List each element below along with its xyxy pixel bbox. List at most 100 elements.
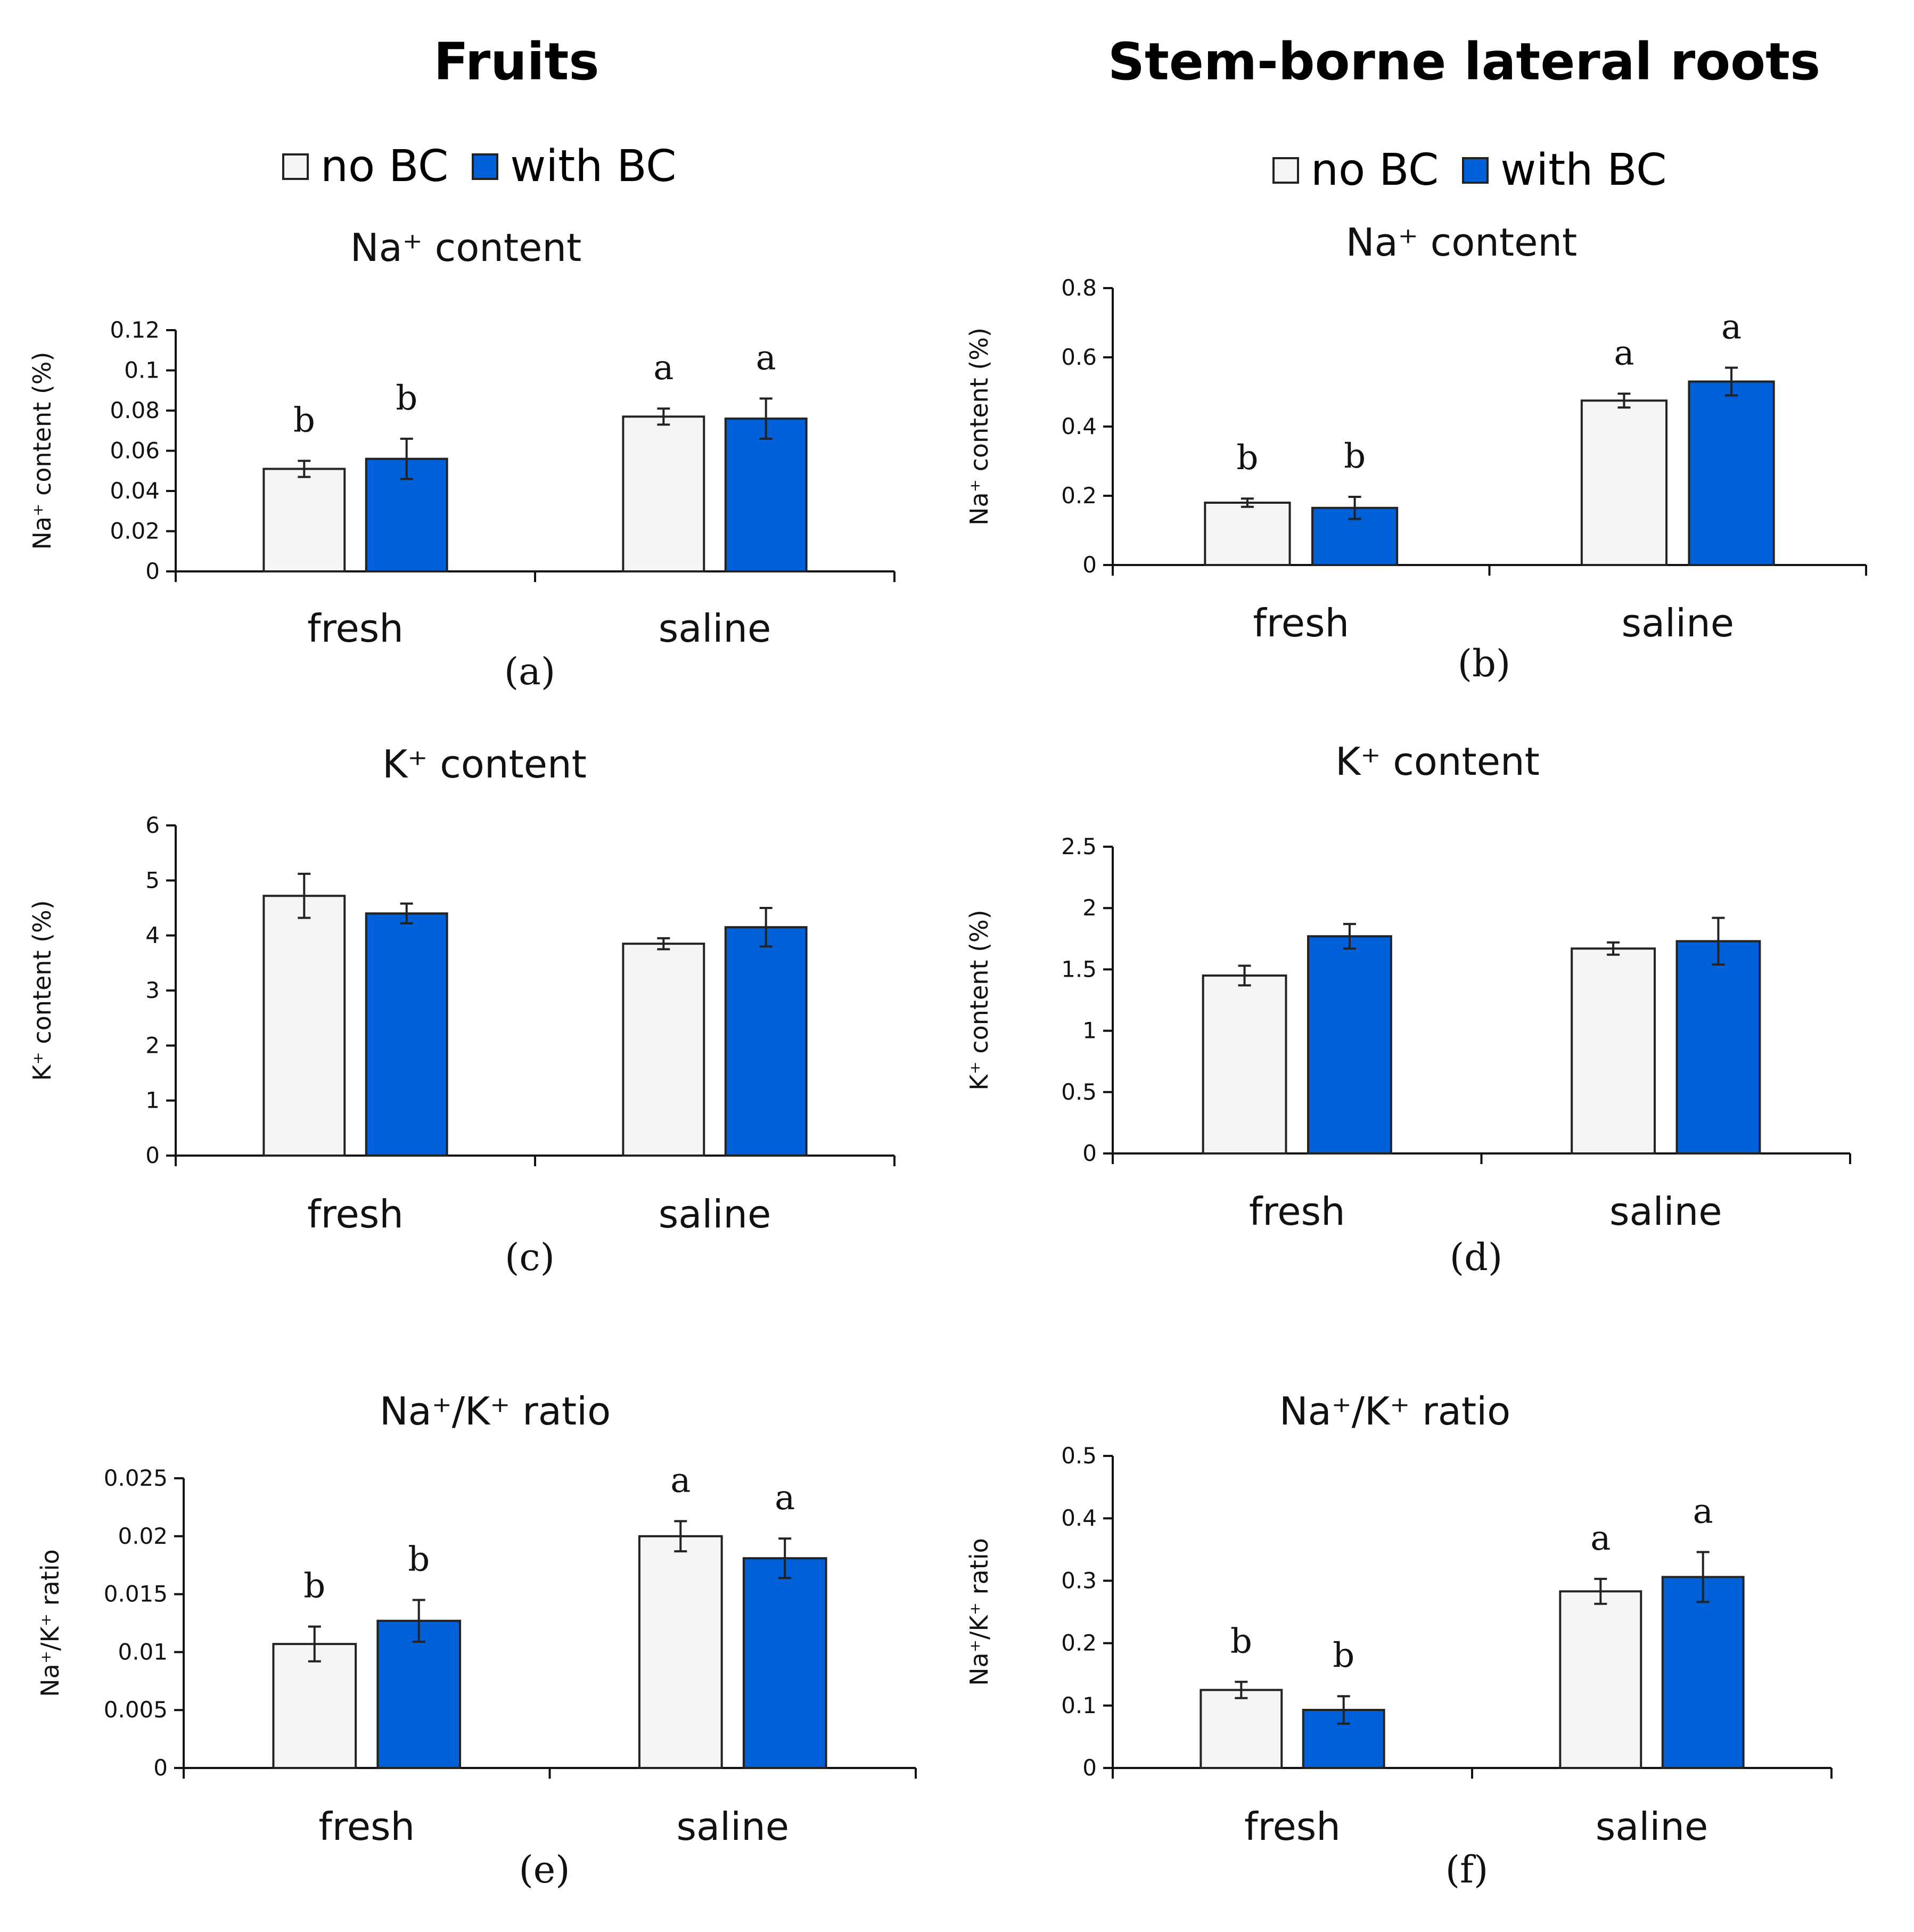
panel-title: K⁺ content [1335,739,1540,784]
panel-label: (d) [1450,1235,1502,1279]
bar-with-bc-saline [724,926,808,1157]
significance-letter: b [396,379,417,418]
x-category-label: fresh [318,1804,415,1849]
y-axis-label: Na⁺/K⁺ ratio [965,1538,993,1686]
legend-swatch-with-bc [472,153,499,180]
y-tick-label: 0.06 [110,438,160,464]
chart-panel-c: K⁺ content K⁺ content (%) 0 1 2 3 4 5 6 fresh sali… [28,742,896,1279]
y-tick-label: 0.02 [118,1523,168,1549]
y-tick-label: 2 [1082,895,1097,921]
significance-letter: b [408,1540,430,1579]
bar-with-bc-fresh [1307,935,1392,1155]
legend-label-with-bc: with BC [1500,145,1667,195]
panel-title: Na⁺ content [1346,220,1578,265]
panel-title: Na⁺/K⁺ ratio [1279,1389,1510,1434]
bar-no-bc-saline [622,415,705,572]
significance-letter: a [1693,1492,1713,1531]
y-tick-label: 1.5 [1061,956,1097,982]
y-tick-label: 0.01 [118,1639,168,1665]
legend-right: no BC with BC [1272,145,1690,195]
x-category-label: fresh [1253,601,1349,645]
y-tick-label: 0.1 [1061,1692,1097,1718]
bar-with-bc-saline [1688,380,1775,566]
bar-no-bc-saline [622,943,705,1157]
y-tick-label: 2.5 [1061,833,1097,859]
panel-label: (b) [1458,642,1510,685]
bar-no-bc-fresh [262,895,346,1157]
x-category-label: fresh [1244,1804,1341,1849]
y-tick-label: 0.015 [104,1581,168,1607]
legend-swatch-with-bc [1462,157,1489,184]
y-tick-label: 0.6 [1061,344,1097,370]
y-tick-label: 0.2 [1061,1630,1097,1656]
y-tick-label: 0 [145,558,160,584]
x-category-label: saline [1596,1804,1708,1849]
x-category-label: fresh [307,1192,404,1237]
x-category-label: saline [676,1804,789,1849]
bar-no-bc-saline [638,1535,723,1770]
chart-panel-a: Na⁺ content Na⁺ content (%) 0 0.02 0.04 0.06 0… [28,225,896,693]
y-tick-label: 3 [145,977,160,1003]
significance-letter: b [293,400,315,440]
bar-no-bc-saline [1580,399,1668,566]
x-category-label: saline [1609,1189,1722,1234]
significance-letter: b [1236,438,1258,478]
y-tick-label: 1 [1082,1018,1097,1044]
y-axis-label: K⁺ content (%) [965,910,993,1090]
y-tick-label: 0.12 [110,317,160,343]
y-tick-label: 0.8 [1061,275,1097,301]
y-tick-label: 0.08 [110,397,160,423]
x-category-label: saline [659,606,771,651]
significance-letter: a [653,348,673,388]
y-tick-label: 0 [1082,1140,1097,1166]
significance-letter: a [775,1478,795,1518]
x-category-label: fresh [1249,1189,1345,1234]
y-tick-label: 0.1 [124,357,160,383]
panel-label: (e) [519,1848,570,1892]
y-tick-label: 0.02 [110,518,160,544]
chart-panel-d: K⁺ content K⁺ content (%) 0 0.5 1 1.5 2 2.5 fres… [965,739,1851,1279]
y-tick-label: 0 [145,1142,160,1168]
y-axis-label: Na⁺ content (%) [28,352,56,550]
y-tick-label: 0.04 [110,478,160,504]
chart-panel-f: Na⁺/K⁺ ratio Na⁺/K⁺ ratio 0 0.1 0.2 0.3 0.4 0.5… [965,1389,1833,1892]
panel-label: (f) [1445,1848,1489,1892]
y-tick-label: 0 [1082,552,1097,578]
column-title-roots: Stem-borne lateral roots [1107,32,1821,92]
panel-title: Na⁺ content [350,225,582,270]
y-tick-label: 0.4 [1061,413,1097,439]
legend-swatch-no-bc [1272,157,1299,184]
significance-letter: a [670,1461,691,1501]
bar-no-bc-saline [1571,947,1656,1155]
bar-no-bc-fresh [1204,502,1291,566]
bar-with-bc-fresh [365,912,448,1157]
significance-letter: b [1344,437,1366,476]
y-axis-label: Na⁺ content (%) [965,328,993,526]
y-tick-label: 0.3 [1061,1567,1097,1593]
chart-panel-e: Na⁺/K⁺ ratio Na⁺/K⁺ ratio 0 0.005 0.01 0.015 0… [36,1389,917,1892]
significance-letter: b [303,1567,325,1606]
y-tick-label: 0 [1082,1755,1097,1781]
x-category-label: fresh [307,606,404,651]
bar-with-bc-saline [724,417,808,572]
legend-label-no-bc: no BC [1311,145,1439,195]
legend-label-no-bc: no BC [321,141,449,192]
bar-no-bc-fresh [1202,974,1287,1155]
column-title-fruits: Fruits [433,32,599,92]
bar-with-bc-fresh [376,1619,462,1769]
significance-letter: a [1721,308,1742,347]
bar-no-bc-fresh [262,468,346,572]
y-tick-label: 1 [145,1087,160,1114]
y-tick-label: 0.005 [104,1697,168,1723]
chart-panel-b: Na⁺ content Na⁺ content (%) 0 0.2 0.4 0.6 0.8 f… [965,220,1867,685]
significance-letter: b [1230,1622,1252,1661]
y-tick-label: 0.4 [1061,1505,1097,1531]
significance-letter: a [1614,333,1634,373]
y-tick-label: 0 [153,1755,168,1781]
bar-with-bc-saline [1661,1576,1745,1769]
y-tick-label: 2 [145,1032,160,1058]
legend-swatch-no-bc [282,153,309,180]
x-category-label: saline [1621,601,1734,645]
y-tick-label: 0.2 [1061,482,1097,509]
